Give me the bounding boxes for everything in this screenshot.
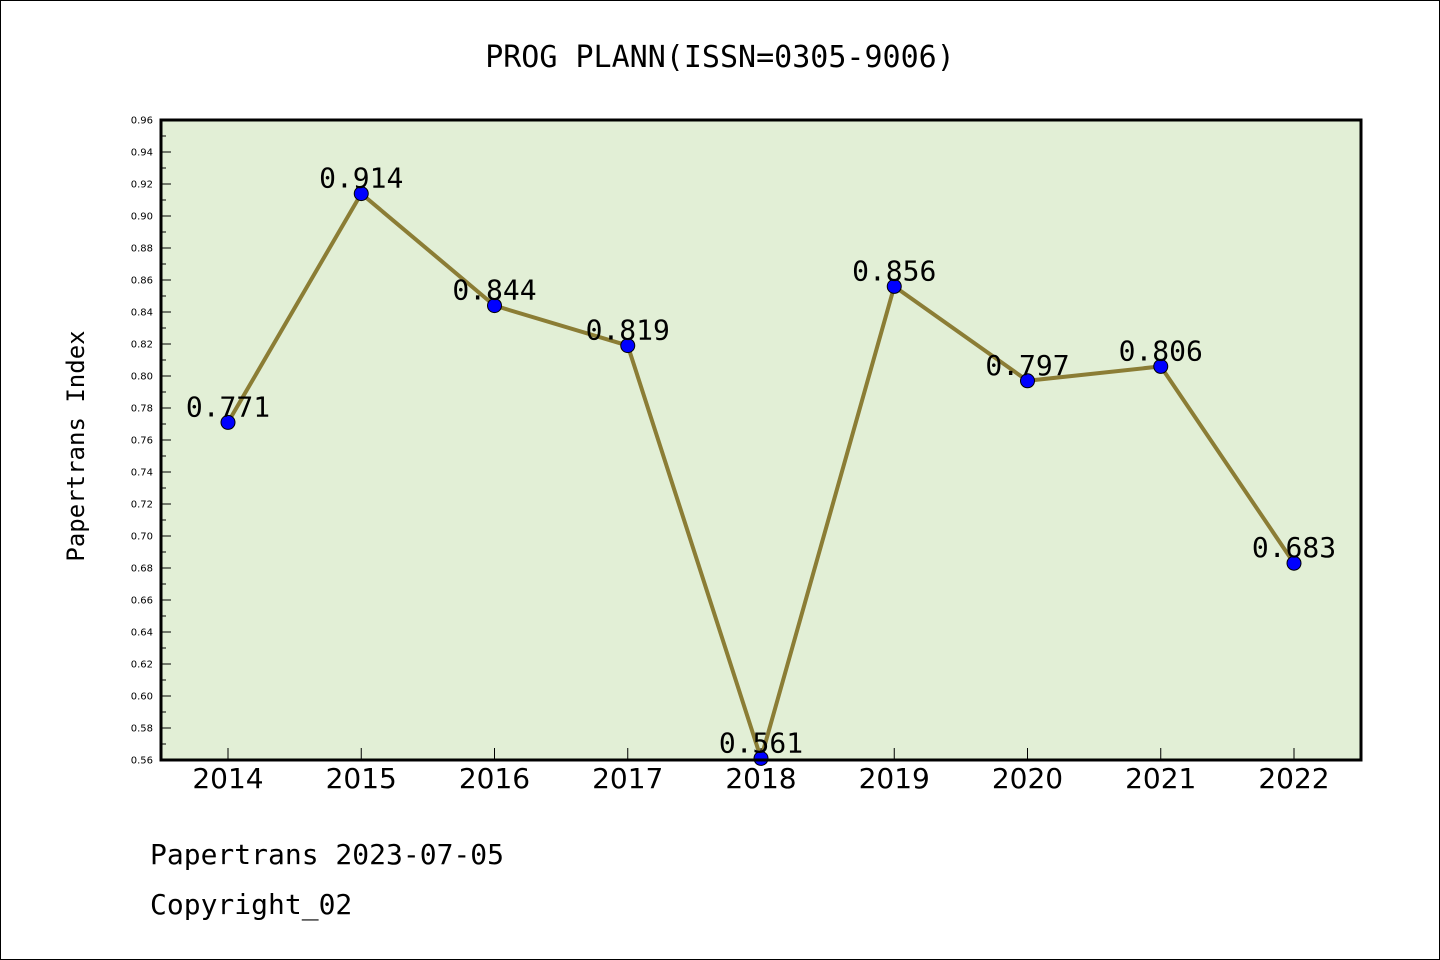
plot-area xyxy=(161,120,1361,760)
y-tick-label: 0.90 xyxy=(131,212,153,223)
x-tick-label: 2018 xyxy=(725,762,796,795)
data-label: 0.806 xyxy=(1119,334,1203,367)
x-tick-label: 2016 xyxy=(459,762,530,795)
x-tick-label: 2019 xyxy=(859,762,930,795)
y-tick-label: 0.68 xyxy=(131,564,153,575)
data-label: 0.844 xyxy=(452,274,536,307)
y-tick-label: 0.62 xyxy=(131,660,153,671)
footer-date: Papertrans 2023-07-05 xyxy=(150,838,504,871)
data-point xyxy=(487,298,502,314)
y-tick-label: 0.80 xyxy=(131,372,153,383)
data-label: 0.797 xyxy=(985,349,1069,382)
y-tick-label: 0.58 xyxy=(131,724,153,735)
data-label: 0.561 xyxy=(719,726,803,759)
y-tick-label: 0.76 xyxy=(131,436,153,447)
y-tick-label: 0.96 xyxy=(131,116,153,127)
x-tick-label: 2014 xyxy=(192,762,263,795)
y-tick-label: 0.86 xyxy=(131,276,153,287)
data-point xyxy=(886,278,902,294)
data-label: 0.914 xyxy=(319,162,403,195)
x-tick-label: 2015 xyxy=(326,762,397,795)
y-tick-label: 0.84 xyxy=(131,308,153,319)
y-axis-label: Papertrans Index xyxy=(62,330,90,561)
data-point xyxy=(1020,373,1035,389)
y-tick-label: 0.60 xyxy=(131,692,153,703)
data-label-group: 0.771 0.914 0.844 0.819 0.561 0.856 0.797 0.806… xyxy=(186,162,1336,760)
y-tick-label: 0.94 xyxy=(131,148,153,159)
x-tick-label: 2022 xyxy=(1258,762,1329,795)
data-label: 0.819 xyxy=(586,314,670,347)
marker-group xyxy=(220,186,1302,766)
y-tick-label: 0.74 xyxy=(131,468,153,479)
y-tick-label: 0.70 xyxy=(131,532,153,543)
data-point xyxy=(753,750,769,766)
y-tick-label: 0.88 xyxy=(131,244,153,255)
footer-copyright: Copyright_02 xyxy=(150,888,352,922)
y-tick-label: 0.72 xyxy=(131,500,153,511)
y-tick-label: 0.82 xyxy=(131,340,153,351)
x-tick-label: 2020 xyxy=(992,762,1063,795)
plot-frame xyxy=(159,118,1363,762)
data-label: 0.771 xyxy=(186,390,270,423)
x-tick-label: 2017 xyxy=(592,762,663,795)
chart-title: PROG PLANN(ISSN=0305-9006) xyxy=(485,40,955,75)
data-point xyxy=(620,338,636,354)
y-tick-label: 0.64 xyxy=(131,628,153,639)
y-axis: 0.56 0.58 0.60 0.62 0.64 0.66 0.68 0.70 0.72 0.74… xyxy=(131,116,171,767)
y-tick-label: 0.92 xyxy=(131,180,153,191)
data-point xyxy=(353,186,369,202)
y-tick-label: 0.78 xyxy=(131,404,153,415)
y-tick-label: 0.56 xyxy=(131,756,153,767)
data-label: 0.856 xyxy=(852,254,936,287)
y-tick-label: 0.66 xyxy=(131,596,153,607)
data-label: 0.683 xyxy=(1252,531,1336,564)
data-point xyxy=(220,414,236,430)
data-point xyxy=(1153,358,1169,374)
data-point xyxy=(1286,555,1302,571)
x-tick-label: 2021 xyxy=(1125,762,1196,795)
x-axis: 2014 2015 2016 2017 2018 2019 2020 2021 2022 xyxy=(192,748,1330,795)
